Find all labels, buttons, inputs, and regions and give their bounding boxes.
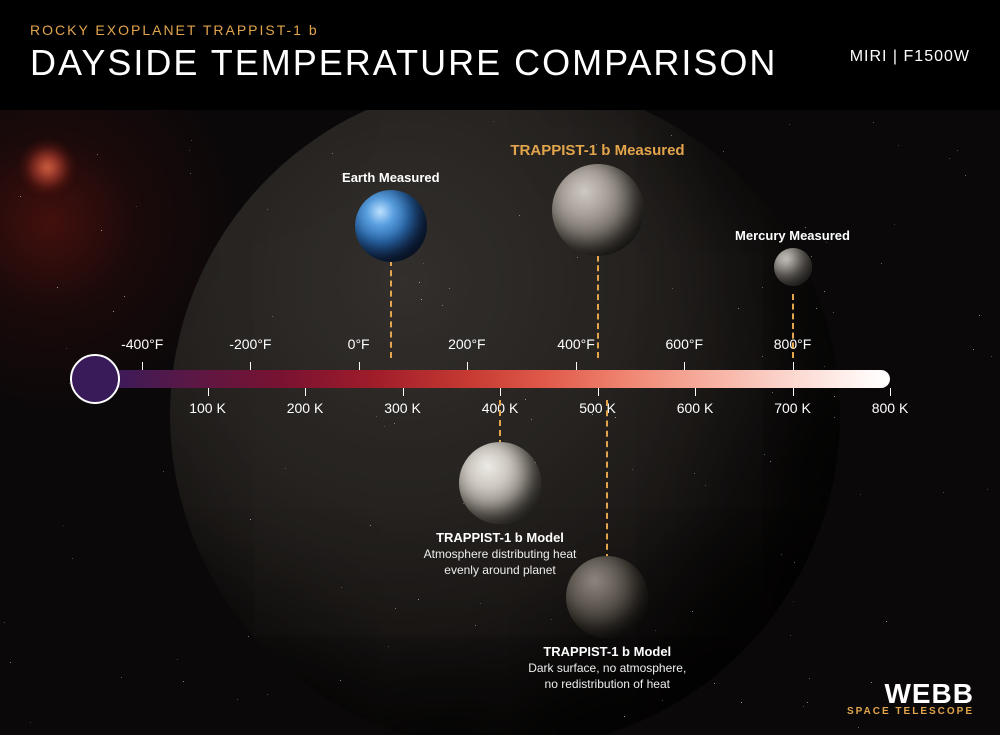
orb-mercury	[774, 248, 812, 286]
tick-label-fahrenheit: 600°F	[666, 336, 704, 352]
tick-fahrenheit	[467, 362, 468, 370]
label-mercury: Mercury Measured	[735, 228, 850, 243]
infographic-stage: -400°F-200°F0°F200°F400°F600°F800°F100 K…	[0, 110, 1000, 735]
thermometer: -400°F-200°F0°F200°F400°F600°F800°F100 K…	[70, 358, 890, 398]
orb-earth	[355, 190, 427, 262]
tick-kelvin	[500, 388, 501, 396]
label-trappist-measured: TRAPPIST-1 b Measured	[510, 142, 684, 159]
label-text-trappist-model-dark: TRAPPIST-1 b Model	[528, 644, 686, 659]
tick-label-kelvin: 100 K	[189, 400, 226, 416]
tick-label-fahrenheit: -200°F	[229, 336, 271, 352]
tick-fahrenheit	[359, 362, 360, 370]
background-planet	[170, 110, 840, 735]
tick-label-fahrenheit: -400°F	[121, 336, 163, 352]
tick-label-kelvin: 500 K	[579, 400, 616, 416]
label-earth: Earth Measured	[342, 170, 440, 185]
label-text-mercury: Mercury Measured	[735, 228, 850, 243]
connector-trappist-model-atmo	[499, 400, 501, 446]
label-trappist-model-dark: TRAPPIST-1 b Model Dark surface, no atmos…	[528, 644, 686, 692]
thermometer-bulb	[70, 354, 120, 404]
tick-fahrenheit	[250, 362, 251, 370]
connector-trappist-model-dark	[606, 400, 608, 560]
body-trappist-measured	[552, 164, 644, 261]
tick-kelvin	[793, 388, 794, 396]
header-subtitle: ROCKY EXOPLANET TRAPPIST-1 b	[30, 22, 970, 38]
connector-earth	[390, 260, 392, 358]
tick-kelvin	[208, 388, 209, 396]
sublabel-trappist-model-atmo: Atmosphere distributing heatevenly aroun…	[424, 547, 577, 578]
header: ROCKY EXOPLANET TRAPPIST-1 b DAYSIDE TEM…	[0, 0, 1000, 110]
body-trappist-model-atmo	[459, 442, 541, 529]
orb-trappist-model-dark	[566, 556, 648, 638]
sublabel-trappist-model-dark: Dark surface, no atmosphere,no redistrib…	[528, 661, 686, 692]
tick-kelvin	[695, 388, 696, 396]
label-text-earth: Earth Measured	[342, 170, 440, 185]
body-mercury	[774, 248, 812, 291]
body-earth	[355, 190, 427, 267]
header-instrument: MIRI | F1500W	[850, 48, 970, 66]
logo-sub: SPACE TELESCOPE	[847, 706, 974, 717]
tick-label-kelvin: 200 K	[287, 400, 324, 416]
tick-fahrenheit	[142, 362, 143, 370]
tick-label-kelvin: 700 K	[774, 400, 811, 416]
tick-label-fahrenheit: 400°F	[557, 336, 595, 352]
tick-fahrenheit	[684, 362, 685, 370]
tick-kelvin	[598, 388, 599, 396]
tick-label-kelvin: 800 K	[872, 400, 909, 416]
tick-label-fahrenheit: 200°F	[448, 336, 486, 352]
label-trappist-model-atmo: TRAPPIST-1 b Model Atmosphere distributin…	[424, 530, 577, 578]
tick-kelvin	[403, 388, 404, 396]
tick-kelvin	[305, 388, 306, 396]
orb-trappist-model-atmo	[459, 442, 541, 524]
tick-fahrenheit	[576, 362, 577, 370]
tick-label-fahrenheit: 0°F	[348, 336, 370, 352]
tick-label-kelvin: 600 K	[677, 400, 714, 416]
tick-label-kelvin: 300 K	[384, 400, 421, 416]
header-title: DAYSIDE TEMPERATURE COMPARISON	[30, 42, 970, 84]
label-text-trappist-measured: TRAPPIST-1 b Measured	[510, 142, 684, 159]
tick-fahrenheit	[793, 362, 794, 370]
tick-kelvin	[890, 388, 891, 396]
body-trappist-model-dark	[566, 556, 648, 643]
logo-main: WEBB	[847, 681, 974, 706]
label-text-trappist-model-atmo: TRAPPIST-1 b Model	[424, 530, 577, 545]
connector-trappist-measured	[597, 246, 599, 358]
webb-logo: WEBB SPACE TELESCOPE	[847, 681, 974, 717]
thermometer-bar	[110, 370, 890, 388]
background-star	[20, 140, 75, 195]
connector-mercury	[792, 294, 794, 358]
orb-trappist-measured	[552, 164, 644, 256]
